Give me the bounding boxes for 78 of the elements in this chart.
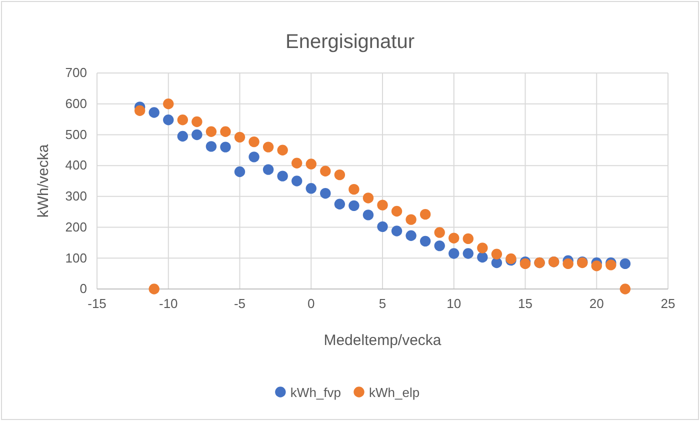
point	[391, 206, 402, 217]
y-tick-label: 0	[80, 281, 87, 296]
y-tick-label: 400	[65, 158, 87, 173]
point	[334, 198, 346, 210]
point	[334, 169, 346, 180]
point	[248, 152, 260, 162]
point	[562, 258, 574, 270]
point	[591, 260, 602, 272]
point	[391, 226, 402, 236]
point	[477, 242, 488, 254]
x-tick-label: -15	[88, 296, 106, 312]
point	[320, 166, 331, 176]
y-tick-label: 600	[65, 96, 87, 112]
x-tick-label: 10	[446, 296, 462, 312]
point	[362, 192, 374, 204]
point	[192, 116, 202, 128]
x-tick-label: 20	[589, 296, 604, 312]
x-tick-label: 5	[378, 296, 386, 312]
point	[163, 114, 174, 126]
point	[206, 126, 217, 137]
point	[277, 170, 288, 182]
point	[362, 210, 374, 220]
x-tick-label: -5	[234, 296, 246, 312]
point	[148, 284, 160, 294]
point	[277, 144, 288, 156]
y-axis-title: kWh/vecka	[35, 144, 52, 218]
point	[477, 252, 488, 263]
point	[620, 258, 631, 270]
point	[462, 233, 474, 244]
x-tick-label: 25	[660, 296, 676, 312]
point	[606, 260, 616, 270]
point	[306, 158, 316, 170]
point	[377, 200, 388, 210]
point	[134, 105, 146, 116]
point	[420, 208, 431, 220]
y-tick-label: 700	[65, 65, 87, 80]
point	[248, 136, 260, 148]
point	[406, 214, 416, 225]
point	[306, 183, 316, 194]
point	[434, 227, 445, 238]
point	[348, 200, 360, 212]
point	[177, 130, 188, 142]
chart-title: Energisignatur	[286, 31, 415, 53]
legend-label: kWh_elp	[369, 385, 420, 400]
point	[148, 107, 160, 118]
point	[177, 114, 188, 126]
point	[377, 221, 388, 232]
x-tick-label: 0	[308, 296, 315, 312]
y-tick-label: 500	[65, 126, 87, 142]
point	[192, 129, 202, 140]
point	[234, 166, 246, 178]
y-tick-label: 300	[65, 188, 87, 204]
point	[491, 248, 502, 260]
point	[462, 248, 474, 259]
point	[234, 132, 246, 143]
x-tick-label: -10	[158, 296, 178, 312]
y-tick-label: 100	[65, 250, 87, 266]
point	[448, 248, 460, 259]
point	[406, 230, 416, 241]
point	[320, 188, 331, 199]
point	[206, 141, 217, 152]
point	[262, 164, 274, 175]
point	[292, 176, 302, 186]
point	[262, 142, 274, 152]
point	[420, 236, 431, 247]
point	[292, 158, 302, 168]
point	[163, 98, 174, 110]
x-axis-title: Medeltemp/vecka	[324, 332, 442, 349]
y-tick-label: 200	[65, 219, 87, 234]
point	[220, 142, 231, 152]
point	[620, 284, 631, 294]
x-tick-label: 15	[518, 296, 532, 312]
point	[348, 184, 360, 195]
point	[491, 257, 502, 268]
point	[434, 240, 445, 252]
point	[448, 232, 460, 244]
point	[220, 126, 231, 137]
legend-label: kWh_fvp	[290, 385, 341, 400]
